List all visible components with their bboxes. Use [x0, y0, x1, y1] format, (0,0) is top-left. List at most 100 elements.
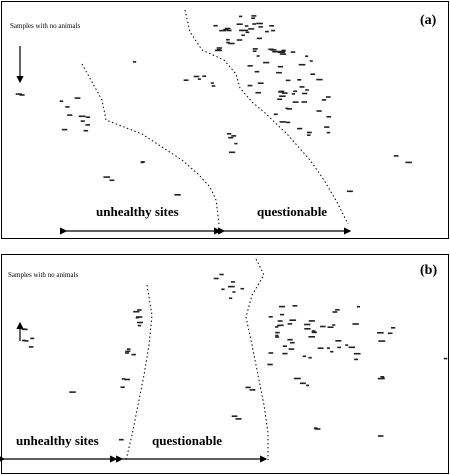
sample-marker	[268, 48, 274, 51]
sample-marker	[137, 309, 142, 311]
sample-marker	[126, 348, 131, 350]
sample-marker	[174, 194, 181, 196]
sample-marker	[277, 50, 285, 53]
sample-marker	[256, 22, 263, 25]
sample-marker	[236, 23, 243, 25]
sample-marker	[335, 309, 340, 311]
ordination-plot-b	[0, 258, 448, 463]
sample-marker	[443, 357, 448, 360]
sample-marker	[377, 332, 384, 334]
sample-marker	[78, 115, 86, 118]
sample-marker	[293, 90, 298, 93]
sample-marker	[279, 53, 286, 55]
sample-marker	[210, 82, 214, 84]
boundary-line-b2	[245, 258, 269, 460]
sample-marker	[244, 25, 249, 27]
sample-marker	[247, 65, 253, 67]
sample-marker	[245, 386, 251, 389]
sample-marker	[305, 89, 309, 91]
sample-marker	[15, 93, 22, 95]
sample-marker	[279, 313, 285, 316]
sample-marker	[304, 323, 311, 326]
sample-marker	[277, 65, 283, 68]
sample-marker	[273, 113, 278, 116]
sample-marker	[228, 42, 235, 45]
sample-marker	[19, 94, 25, 96]
sample-marker	[304, 328, 311, 330]
sample-marker	[231, 135, 237, 137]
sample-marker	[69, 391, 76, 393]
zone-label-questionable-a: questionable	[257, 204, 328, 219]
sample-marker	[377, 377, 384, 380]
sample-marker	[275, 334, 279, 337]
sample-marker	[380, 376, 385, 378]
sample-marker	[272, 50, 279, 53]
sample-marker	[305, 55, 309, 57]
sample-marker	[356, 305, 360, 308]
no-animals-label-a: Samples with no animals	[10, 22, 81, 30]
sample-marker	[140, 161, 145, 163]
zone-label-unhealthy-a: unhealthy sites	[96, 204, 179, 219]
sample-marker	[226, 29, 232, 32]
sample-marker	[321, 99, 327, 101]
sample-marker	[136, 316, 143, 318]
sample-marker	[67, 114, 73, 116]
sample-marker	[324, 126, 330, 128]
sample-marker	[236, 39, 243, 41]
sample-marker	[251, 17, 256, 19]
sample-marker	[239, 15, 243, 18]
sample-marker	[275, 326, 279, 328]
sample-marker	[80, 120, 85, 122]
sample-marker	[282, 352, 288, 355]
sample-marker	[297, 79, 302, 81]
sample-marker	[302, 355, 307, 358]
sample-marker	[124, 378, 131, 381]
sample-marker	[85, 116, 91, 118]
sample-marker	[391, 327, 396, 329]
sample-marker	[219, 29, 226, 32]
sample-marker	[119, 438, 124, 441]
sample-marker	[252, 48, 258, 50]
sample-marker	[279, 121, 286, 123]
sample-marker	[277, 98, 282, 101]
sample-marker	[24, 340, 29, 342]
sample-marker	[103, 176, 111, 178]
sample-marker	[226, 41, 230, 44]
sample-marker	[255, 91, 261, 94]
sample-marker	[345, 344, 349, 346]
sample-marker	[83, 129, 89, 132]
sample-marker	[313, 427, 318, 429]
sample-marker	[307, 134, 311, 136]
sample-marker	[239, 29, 244, 32]
sample-marker	[332, 311, 338, 313]
sample-marker	[279, 95, 286, 97]
sample-marker	[125, 352, 129, 354]
sample-marker	[268, 352, 274, 354]
sample-marker	[197, 78, 201, 80]
sample-marker	[352, 323, 359, 325]
sample-marker	[231, 415, 238, 417]
sample-marker	[287, 338, 293, 341]
sample-marker	[393, 155, 399, 157]
sample-marker	[282, 345, 287, 347]
sample-marker	[221, 288, 225, 291]
sample-marker	[278, 91, 284, 93]
sample-marker	[230, 281, 236, 283]
sample-marker	[137, 324, 142, 327]
sample-marker	[245, 31, 250, 34]
sample-marker	[348, 346, 355, 349]
sample-marker	[320, 325, 326, 328]
zone-label-questionable-b: questionable	[152, 433, 223, 448]
boundary-line-a2	[184, 9, 349, 225]
sample-marker	[224, 27, 231, 30]
sample-marker	[254, 70, 260, 73]
sample-marker	[235, 418, 242, 420]
sample-marker	[28, 346, 34, 348]
sample-marker	[228, 285, 235, 288]
sample-marker	[311, 331, 317, 334]
sample-marker	[326, 116, 332, 118]
sample-marker	[327, 326, 334, 328]
sample-marker	[257, 82, 264, 84]
sample-marker	[183, 79, 189, 81]
panel-b: (b) Samples with no animals unhealthy si…	[0, 254, 449, 474]
